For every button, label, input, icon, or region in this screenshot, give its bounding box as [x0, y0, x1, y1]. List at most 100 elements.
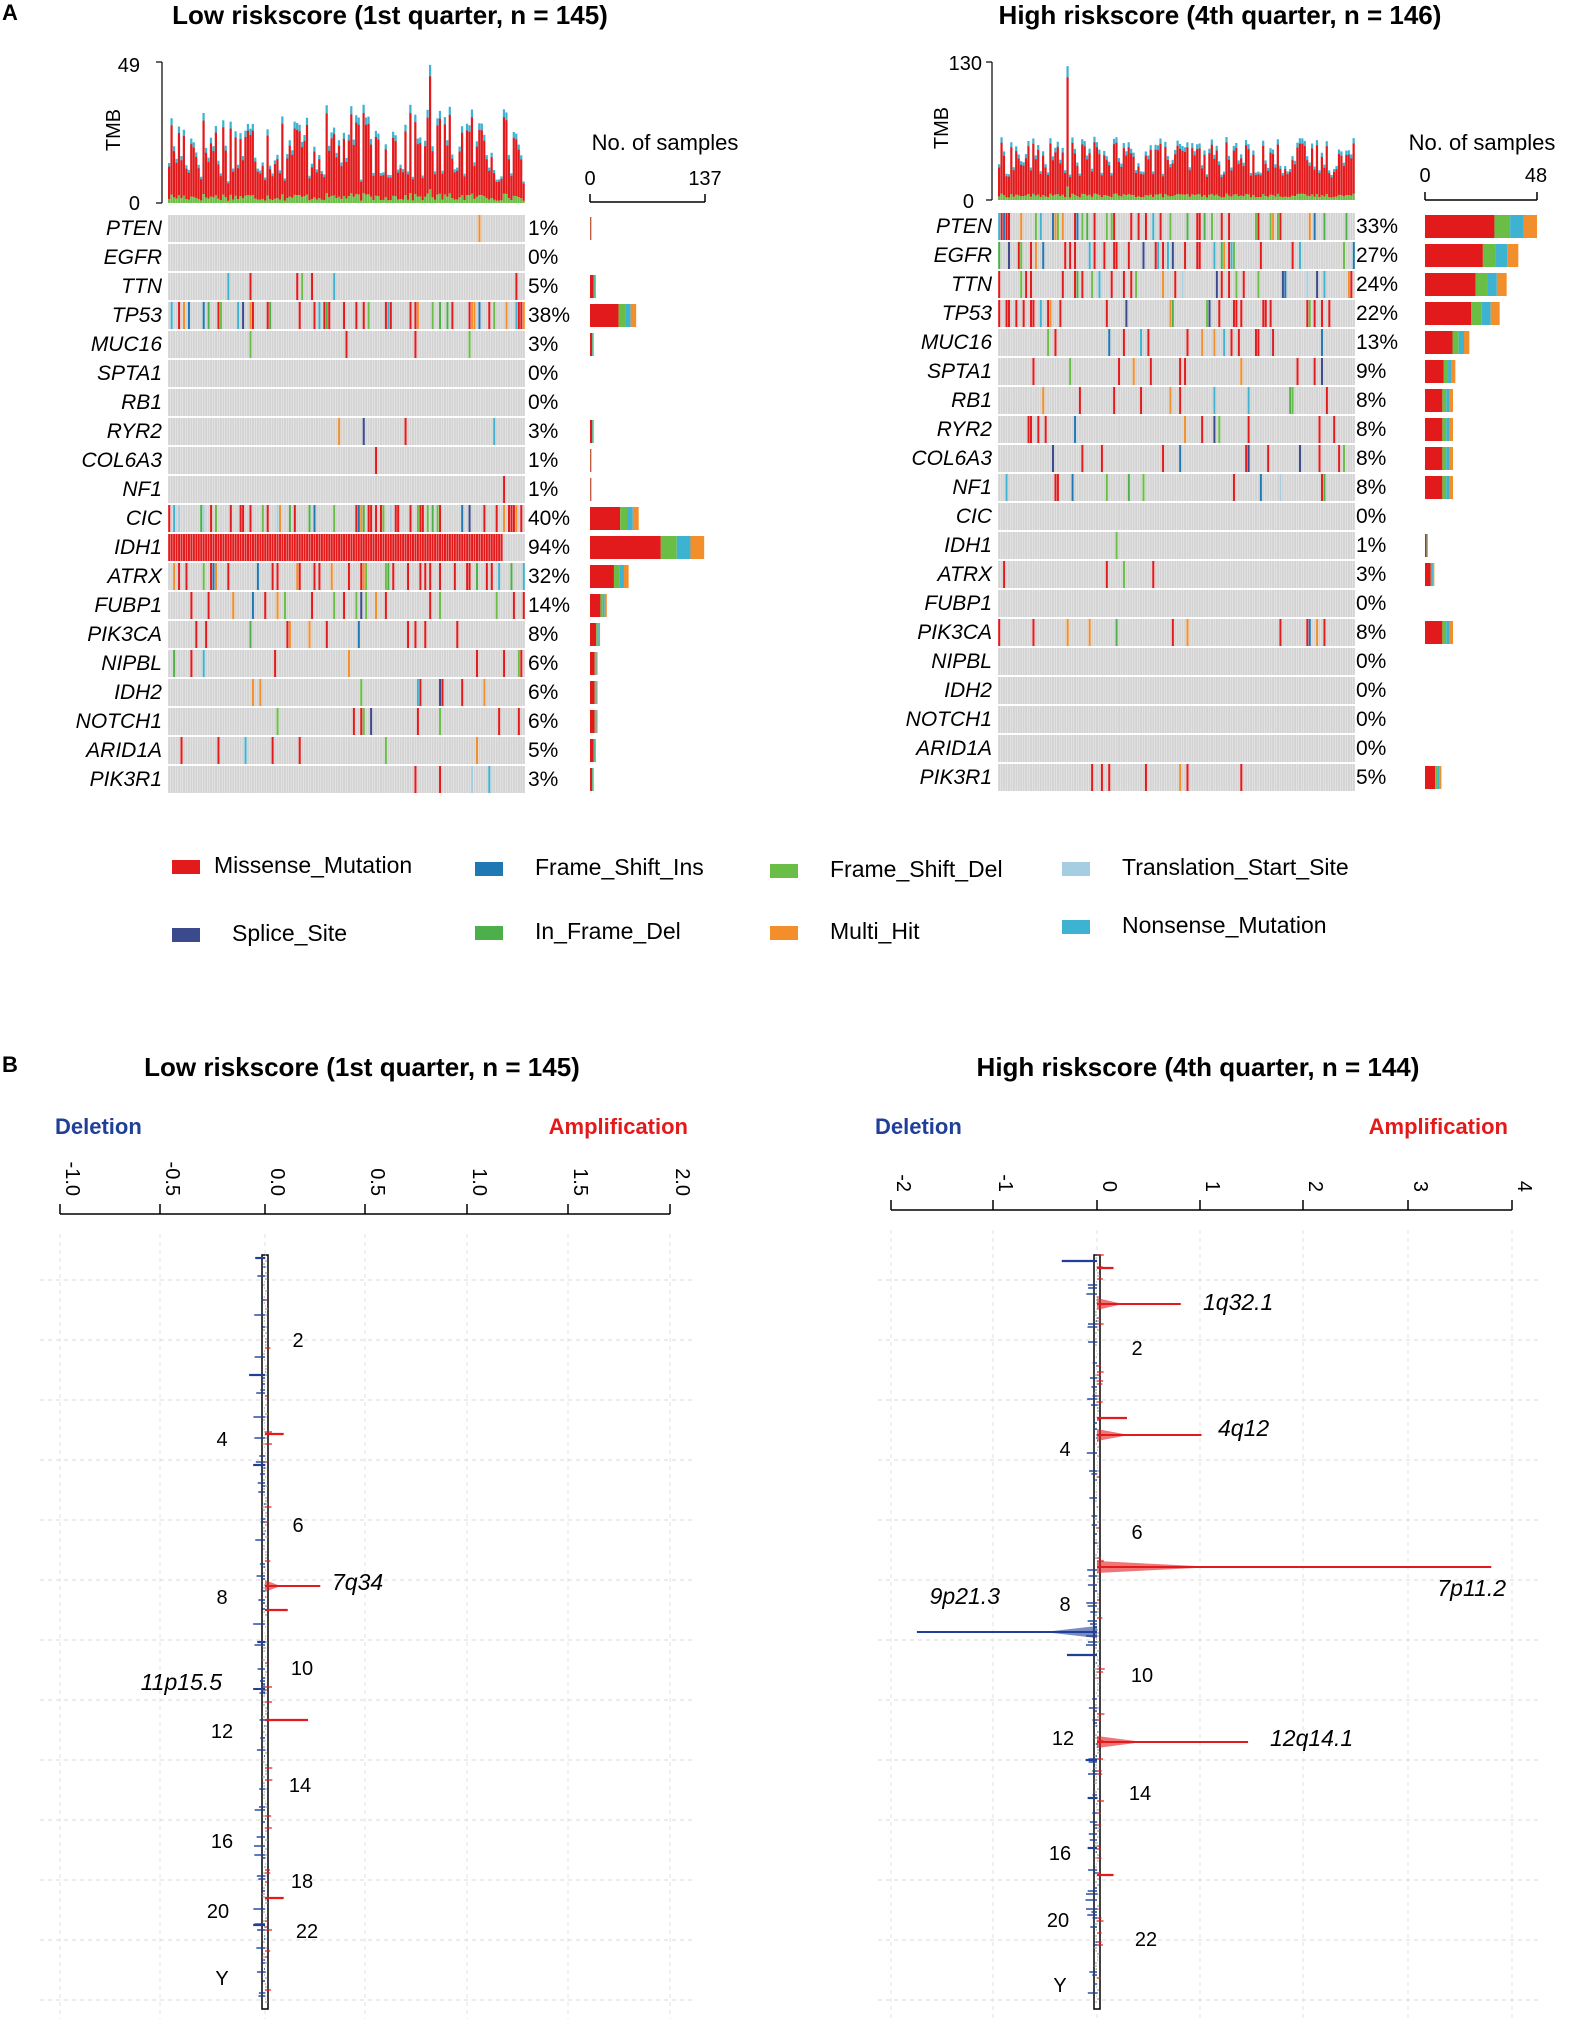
mutation-cell [204, 534, 208, 561]
tmb-bar-segment [1215, 150, 1218, 195]
tmb-bar-segment [1066, 186, 1069, 200]
mutation-cell [473, 302, 476, 329]
tmb-bar-segment [1132, 156, 1135, 196]
tmb-bar-segment [1117, 161, 1121, 196]
tmb-bar-segment [1174, 149, 1177, 155]
tmb-bar-segment [286, 158, 289, 199]
sample-count-bar [590, 681, 595, 704]
mutation-cell [1037, 416, 1040, 443]
sample-count-bar [592, 768, 594, 791]
mutation-cell [1156, 242, 1160, 269]
tmb-bar-segment [251, 130, 254, 196]
mutation-cell [1213, 242, 1216, 269]
tmb-bar-segment [1002, 155, 1006, 196]
tmb-bar-segment [246, 195, 250, 203]
mutation-cell [483, 505, 486, 532]
mutation-cell [256, 563, 260, 590]
mutation-cell [396, 534, 400, 561]
tmb-bar-segment [1027, 141, 1030, 147]
gene-label: COL6A3 [81, 449, 162, 472]
tmb-bar-segment [1090, 171, 1094, 197]
sample-count-bar [593, 275, 595, 298]
mutation-cell [1161, 242, 1165, 269]
mutation-cell [1350, 271, 1353, 298]
gene-percent: 0% [1356, 708, 1386, 731]
mutation-cell [1279, 213, 1282, 240]
bar-axis-min-label: 0 [1419, 165, 1430, 187]
mutation-cell [1174, 271, 1177, 298]
mutation-cell [470, 766, 474, 793]
chromosome-label: 6 [292, 1515, 303, 1537]
tmb-bar-segment [259, 199, 262, 203]
tmb-bar-segment [389, 200, 392, 203]
mutation-cell [1342, 445, 1346, 472]
tmb-bar-segment [374, 130, 378, 138]
tmb-bar-segment [387, 200, 390, 203]
mutation-cell [522, 563, 525, 590]
legend-swatch [475, 862, 503, 876]
cnv-tick-label: 0.0 [266, 1168, 288, 1196]
tmb-bar-segment [401, 199, 405, 203]
tmb-bar-segment [1134, 170, 1138, 174]
mutation-cell [1222, 242, 1226, 269]
tmb-bar-segment [406, 173, 410, 200]
tmb-bar-segment [276, 198, 279, 203]
tmb-bar-segment [1205, 197, 1209, 200]
sample-count-bar [1446, 476, 1450, 499]
tmb-bar-segment [300, 141, 304, 148]
mutation-cell [300, 534, 304, 561]
mutation-cell [219, 534, 223, 561]
mutation-cell [337, 534, 341, 561]
sample-count-bar [594, 710, 596, 733]
gene-label: SPTA1 [97, 362, 162, 385]
mutation-cell [288, 505, 292, 532]
mutation-cell [998, 300, 1001, 327]
tmb-bar-segment [340, 162, 343, 167]
mutation-cell [1042, 387, 1045, 414]
mutation-cell [202, 505, 205, 532]
tmb-bar-segment [1205, 176, 1209, 198]
tmb-bar-segment [355, 194, 358, 203]
tmb-bar-segment [1237, 163, 1240, 197]
tmb-bar-segment [1078, 197, 1081, 200]
tmb-bar-segment [478, 195, 481, 203]
mutation-cell [1064, 242, 1067, 269]
mutation-cell [1081, 213, 1084, 240]
tmb-bar-segment [458, 146, 461, 152]
tmb-bar-segment [1147, 155, 1150, 160]
mutation-cell [1227, 271, 1231, 298]
tmb-bar-segment [1181, 194, 1184, 200]
tmb-bar-segment [1347, 195, 1350, 200]
tmb-bar-segment [1208, 148, 1211, 154]
tmb-bar-segment [1015, 194, 1018, 200]
mutation-cell [180, 737, 183, 764]
mutation-cell [345, 534, 348, 561]
mutation-cell [500, 534, 503, 561]
sample-count-bar [1425, 476, 1443, 499]
tmb-bar-segment [1227, 155, 1231, 160]
mutation-cell [1208, 300, 1211, 327]
mutation-cell [512, 592, 516, 619]
mutation-cell [1152, 561, 1155, 588]
tmb-bar-segment [227, 182, 230, 201]
tmb-bar-segment [1181, 150, 1184, 195]
tmb-bar-segment [1230, 167, 1233, 171]
mutation-cell [1259, 474, 1263, 501]
mutation-cell [1066, 619, 1069, 646]
mutation-cell [364, 563, 368, 590]
sample-count-bar [1494, 215, 1511, 238]
tmb-bar-segment [1000, 193, 1003, 200]
mutation-cell [1320, 329, 1324, 356]
mutation-cell [1318, 445, 1321, 472]
tmb-bar-segment [1022, 196, 1025, 200]
tmb-bar-segment [305, 194, 309, 203]
mutation-cell [1024, 271, 1028, 298]
mutation-cell [406, 534, 410, 561]
tmb-bar-segment [512, 195, 515, 203]
tmb-bar-segment [234, 136, 237, 196]
sample-count-bar [625, 304, 631, 327]
gene-percent: 94% [528, 536, 570, 559]
mutation-cell [1315, 271, 1319, 298]
tmb-bar-segment [1230, 170, 1233, 197]
mutation-cell [362, 302, 365, 329]
